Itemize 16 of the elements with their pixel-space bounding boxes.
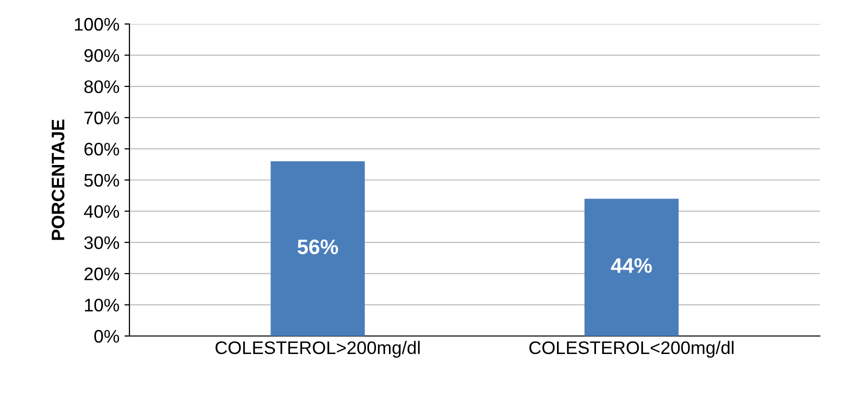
y-tick-label: 10% [84,298,120,312]
y-tick-label: 100% [74,18,120,31]
y-axis-title: PORCENTAJE [52,120,64,240]
data-label: 56% [298,239,338,254]
y-tick-label: 20% [84,268,120,280]
x-tick-label: COLESTEROL>200mg/dl [216,340,420,358]
y-tick-label: 90% [84,49,120,62]
data-label: 44% [611,258,652,273]
x-tick-label: COLESTEROL<200mg/dl [529,340,734,358]
y-tick-label: 60% [84,142,120,156]
y-tick-label: 70% [84,112,120,124]
y-tick-label: 50% [84,174,120,187]
y-tick-label: 40% [84,205,120,218]
y-tick-label: 30% [84,236,120,250]
y-tick-label: 80% [84,80,120,94]
y-tick-label: 0% [94,330,120,343]
